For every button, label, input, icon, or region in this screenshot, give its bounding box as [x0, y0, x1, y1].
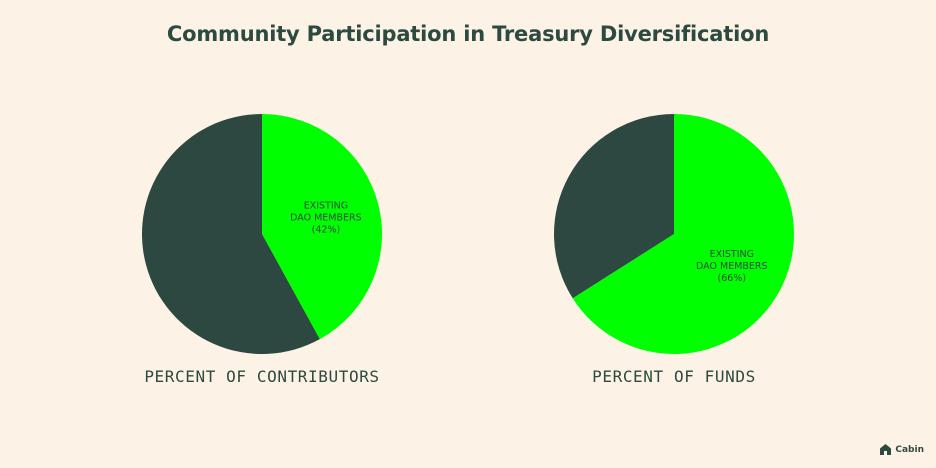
pie-slice-other	[142, 114, 320, 354]
logo-text: Cabin	[895, 444, 924, 455]
slice-label-line: (42%)	[312, 225, 341, 236]
slice-label-line: (66%)	[718, 273, 747, 284]
contributors-pie-svg: EXISTING DAO MEMBERS (42%)	[142, 114, 383, 354]
pie-slice-other	[554, 114, 674, 299]
funds-caption: PERCENT OF FUNDS	[592, 367, 756, 386]
cabin-house-icon	[880, 444, 892, 455]
slice-label: EXISTING DAO MEMBERS (66%)	[696, 249, 768, 284]
slice-label-line: DAO MEMBERS	[290, 213, 362, 224]
slice-label: EXISTING DAO MEMBERS (42%)	[290, 201, 362, 236]
cabin-logo: Cabin	[879, 443, 924, 456]
contributors-pie-chart: EXISTING DAO MEMBERS (42%)	[140, 112, 384, 356]
funds-pie-svg: EXISTING DAO MEMBERS (66%)	[554, 114, 794, 354]
pie-slice-existing-dao-members	[572, 114, 794, 354]
funds-pie-chart: EXISTING DAO MEMBERS (66%)	[552, 112, 796, 356]
chart-title: Community Participation in Treasury Dive…	[166, 22, 770, 46]
slice-label-line: DAO MEMBERS	[696, 261, 768, 272]
slice-label-line: EXISTING	[304, 201, 348, 212]
contributors-caption: PERCENT OF CONTRIBUTORS	[144, 367, 380, 386]
pie-slice-existing-dao-members	[262, 114, 383, 340]
slice-label-line: EXISTING	[710, 249, 754, 260]
